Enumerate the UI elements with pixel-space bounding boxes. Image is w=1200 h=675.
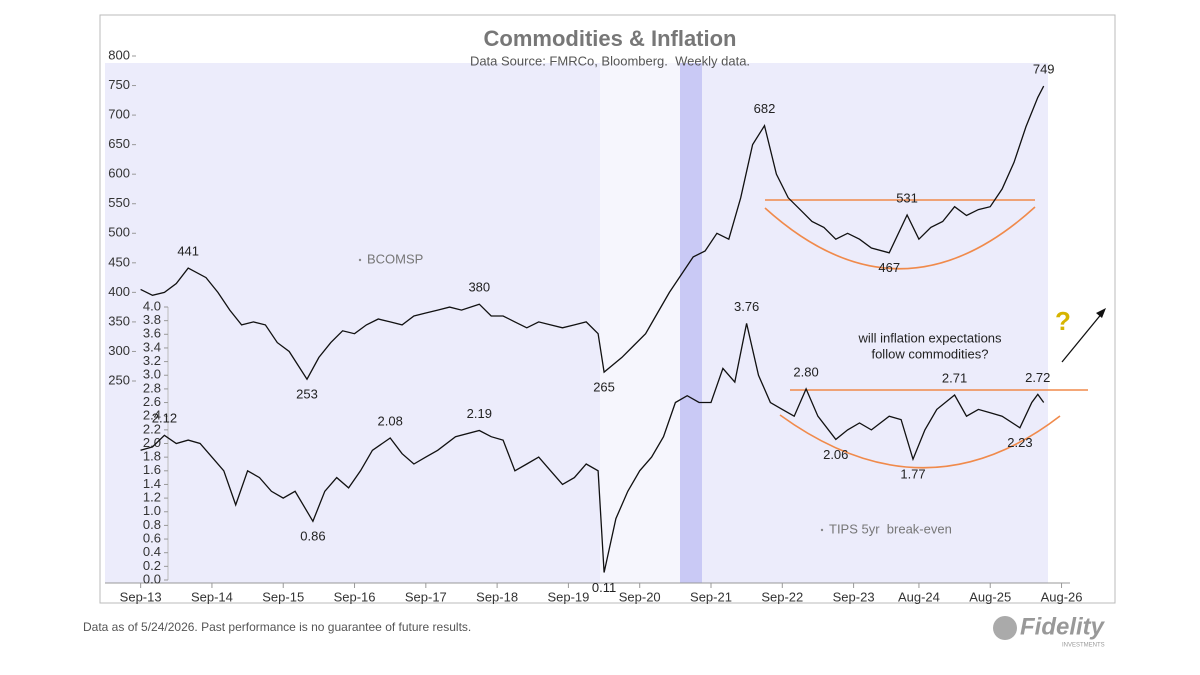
value-label: 467 xyxy=(878,260,900,275)
value-label: 2.19 xyxy=(467,406,492,421)
y2-tick-label: 3.4 xyxy=(143,339,161,354)
x-tick-label: Sep-22 xyxy=(761,589,803,604)
shade xyxy=(105,63,1048,583)
footnote: Data as of 5/24/2026. Past performance i… xyxy=(83,620,471,634)
chart-subtitle: Data Source: FMRCo, Bloomberg. Weekly da… xyxy=(470,53,750,68)
value-label: 2.80 xyxy=(793,364,818,379)
y2-tick-label: 1.6 xyxy=(143,462,161,477)
value-label: 3.76 xyxy=(734,299,759,314)
pattern-lines xyxy=(764,199,1088,469)
y2-tick-label: 2.0 xyxy=(143,435,161,450)
series-line xyxy=(140,85,1045,381)
value-label: 0.11 xyxy=(592,580,616,595)
x-tick-label: Sep-16 xyxy=(334,589,376,604)
y2-tick-label: 1.8 xyxy=(143,449,161,464)
y2-tick-label: 2.6 xyxy=(143,394,161,409)
y-tick-label: 600 xyxy=(108,166,130,181)
y2-tick-label: 4.0 xyxy=(143,298,161,313)
arrow-head xyxy=(1096,308,1106,318)
y2-tick-label: 3.6 xyxy=(143,326,161,341)
value-label: 253 xyxy=(296,387,318,402)
value-label: 682 xyxy=(754,101,776,116)
y2-tick-label: 0.2 xyxy=(143,558,161,573)
value-label: 2.06 xyxy=(823,447,848,462)
value-label: 265 xyxy=(593,380,615,395)
chart-title: Commodities & Inflation xyxy=(484,26,737,51)
y-tick-label: 250 xyxy=(108,372,130,387)
y-tick-label: 500 xyxy=(108,225,130,240)
x-tick-label: Sep-18 xyxy=(476,589,518,604)
value-label: 2.23 xyxy=(1007,435,1032,450)
value-label: 531 xyxy=(896,190,918,205)
series-label: TIPS 5yr break-even xyxy=(829,521,952,536)
series-label-dot xyxy=(820,528,824,532)
x-tick-label: Sep-20 xyxy=(619,589,661,604)
x-tick-label: Sep-17 xyxy=(405,589,447,604)
value-label: 2.12 xyxy=(152,411,177,426)
y2-tick-label: 0.4 xyxy=(143,544,161,559)
y2-tick-label: 0.8 xyxy=(143,517,161,532)
y2-tick-label: 1.4 xyxy=(143,476,161,491)
value-label: 380 xyxy=(468,280,490,295)
question-line: will inflation expectations xyxy=(857,330,1002,345)
y2-tick-label: 0.6 xyxy=(143,530,161,545)
y2-tick-label: 3.0 xyxy=(143,367,161,382)
x-tick-label: Aug-24 xyxy=(898,589,940,604)
y2-tick-label: 0.0 xyxy=(143,571,161,586)
logo: Fidelity xyxy=(1020,613,1106,640)
value-label: 0.86 xyxy=(300,529,325,544)
x-tick-label: Sep-15 xyxy=(262,589,304,604)
y2-tick-label: 1.2 xyxy=(143,490,161,505)
value-label: 2.71 xyxy=(942,370,967,385)
logo-mark xyxy=(993,616,1017,640)
y-tick-label: 550 xyxy=(108,195,130,210)
value-label: 1.77 xyxy=(900,467,925,482)
cup-curve xyxy=(764,206,1036,270)
value-label: 2.08 xyxy=(378,413,403,428)
x-tick-label: Aug-25 xyxy=(969,589,1011,604)
x-tick-label: Sep-19 xyxy=(547,589,589,604)
question-mark: ? xyxy=(1055,306,1071,336)
value-label: 2.72 xyxy=(1025,370,1050,385)
y-tick-label: 400 xyxy=(108,284,130,299)
x-tick-label: Aug-26 xyxy=(1041,589,1083,604)
y-tick-label: 450 xyxy=(108,254,130,269)
y2-tick-label: 2.8 xyxy=(143,380,161,395)
x-tick-label: Sep-13 xyxy=(120,589,162,604)
y-tick-label: 350 xyxy=(108,313,130,328)
x-tick-label: Sep-21 xyxy=(690,589,732,604)
y2-tick-label: 1.0 xyxy=(143,503,161,518)
shade-light xyxy=(600,63,680,583)
series-label-dot xyxy=(358,258,362,262)
shade-dark xyxy=(680,63,702,583)
y-tick-label: 700 xyxy=(108,107,130,122)
y-tick-label: 750 xyxy=(108,77,130,92)
x-tick-label: Sep-23 xyxy=(833,589,875,604)
y-tick-label: 650 xyxy=(108,136,130,151)
value-label: 441 xyxy=(177,244,199,259)
question-line: follow commodities? xyxy=(871,346,988,361)
x-tick-label: Sep-14 xyxy=(191,589,233,604)
y2-tick-label: 3.2 xyxy=(143,353,161,368)
series-line xyxy=(140,323,1045,573)
cup-curve xyxy=(779,414,1061,469)
y2-tick-label: 2.4 xyxy=(143,408,161,423)
y2-tick-label: 3.8 xyxy=(143,312,161,327)
value-label: 749 xyxy=(1033,62,1055,77)
y-tick-label: 800 xyxy=(108,47,130,62)
arrow xyxy=(1061,311,1104,363)
y-tick-label: 300 xyxy=(108,343,130,358)
logo-sub: INVESTMENTS xyxy=(1062,643,1105,649)
series-label: BCOMSP xyxy=(367,251,423,266)
y2-tick-label: 2.2 xyxy=(143,421,161,436)
